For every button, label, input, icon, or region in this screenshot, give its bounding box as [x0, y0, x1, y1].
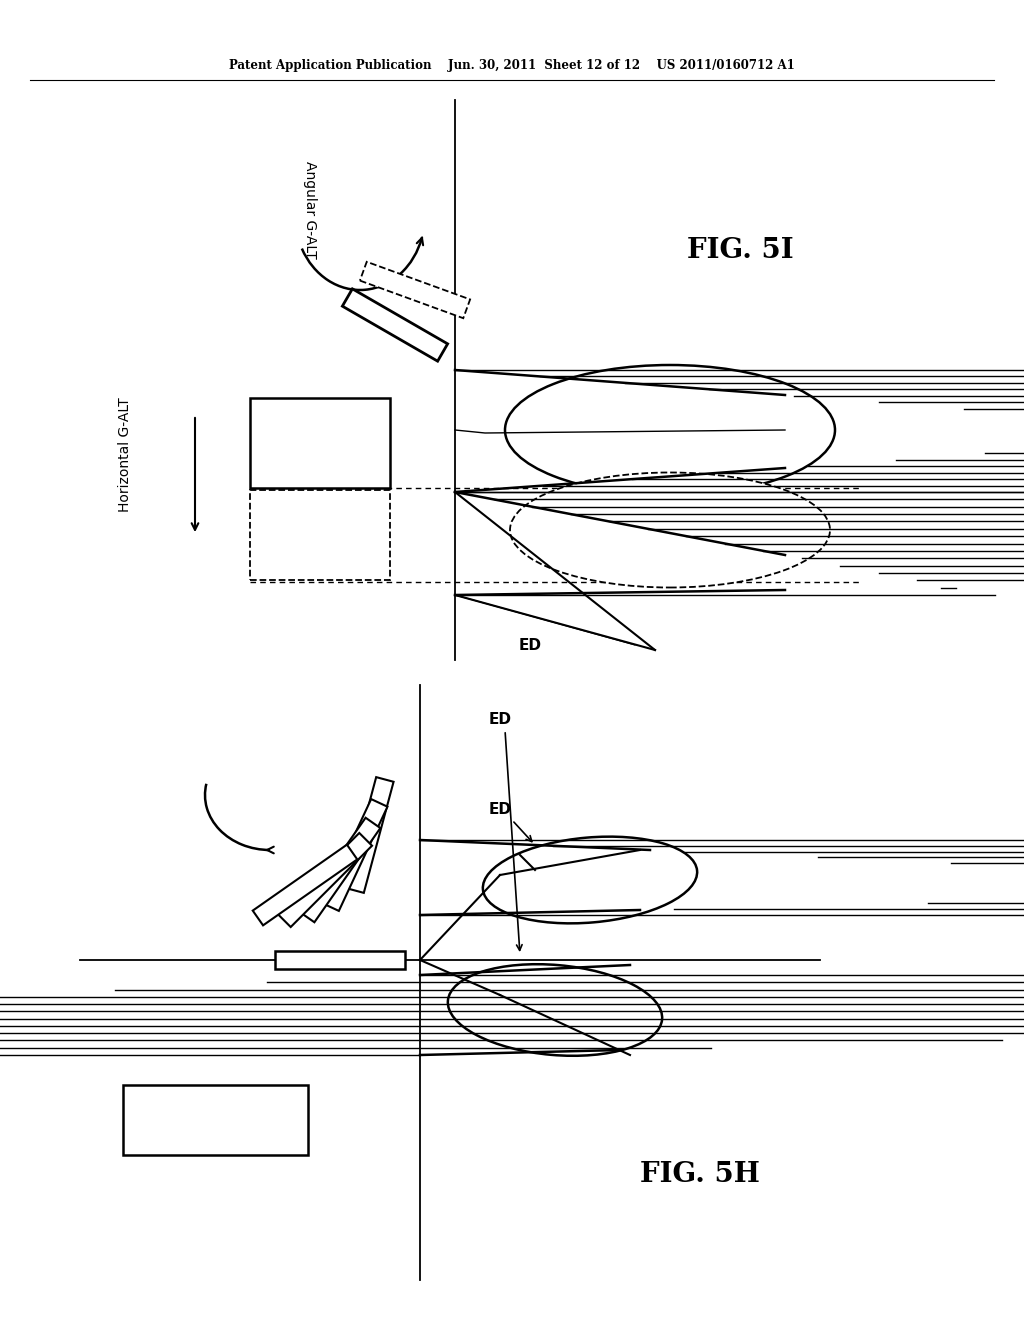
Text: ED: ED: [488, 803, 512, 817]
Text: ED: ED: [488, 713, 512, 727]
Polygon shape: [253, 845, 357, 925]
Text: Angular G-ALT: Angular G-ALT: [303, 161, 317, 259]
Polygon shape: [300, 817, 380, 923]
Ellipse shape: [447, 964, 663, 1056]
Polygon shape: [123, 1085, 307, 1155]
Text: ED: ED: [518, 638, 542, 652]
Polygon shape: [250, 490, 390, 579]
Polygon shape: [323, 799, 387, 911]
Polygon shape: [275, 950, 406, 969]
Polygon shape: [359, 261, 470, 318]
Ellipse shape: [510, 473, 830, 587]
Text: FIG. 5I: FIG. 5I: [687, 236, 794, 264]
Polygon shape: [346, 777, 393, 892]
Ellipse shape: [483, 837, 697, 924]
Polygon shape: [342, 289, 447, 362]
Text: Horizontal G-ALT: Horizontal G-ALT: [118, 397, 132, 512]
Polygon shape: [278, 833, 372, 927]
Ellipse shape: [505, 366, 835, 495]
Text: Patent Application Publication    Jun. 30, 2011  Sheet 12 of 12    US 2011/01607: Patent Application Publication Jun. 30, …: [229, 58, 795, 71]
Text: FIG. 5H: FIG. 5H: [640, 1162, 760, 1188]
Polygon shape: [250, 399, 390, 488]
